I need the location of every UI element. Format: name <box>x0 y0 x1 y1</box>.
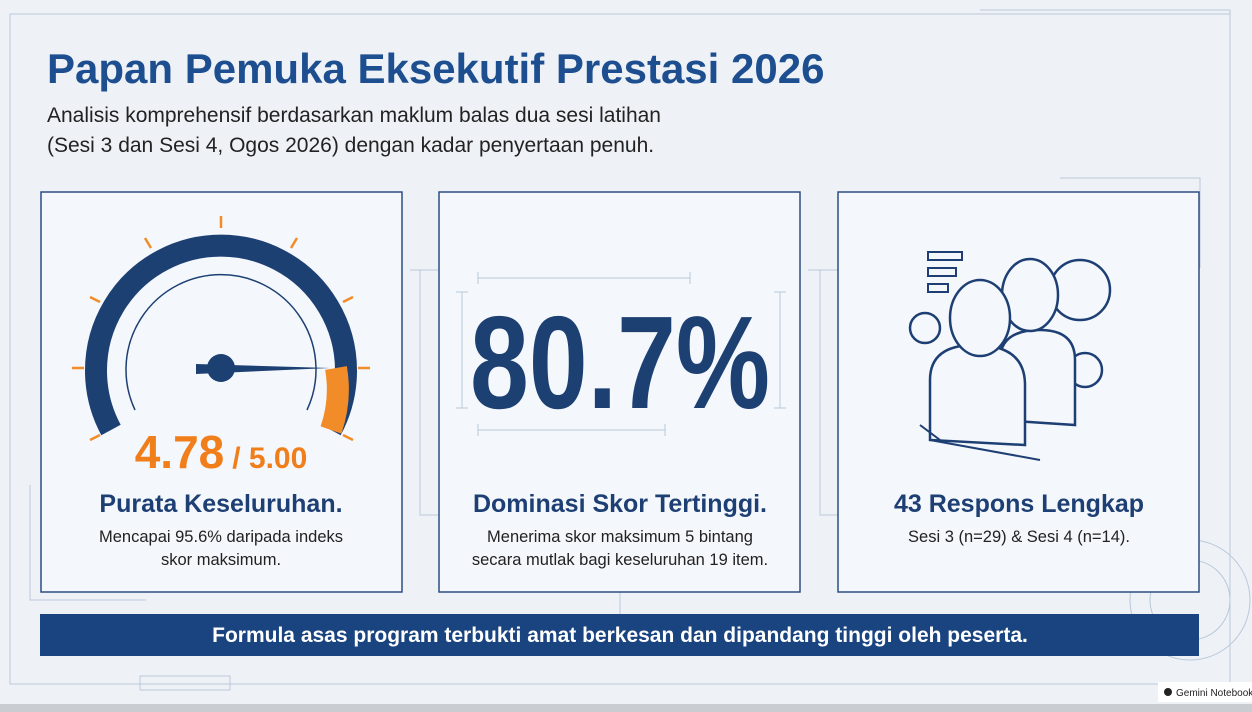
gauge <box>72 216 370 442</box>
metric-suffix: / 5.00 <box>232 442 307 475</box>
metric-value: 4.78 <box>135 426 225 478</box>
people-icon <box>908 251 1112 461</box>
dimension-lines <box>456 272 786 436</box>
blueprint-lines <box>9 9 1251 691</box>
card-heading: 43 Respons Lengkap <box>894 490 1144 518</box>
card-text: skor maksimum. <box>161 551 281 569</box>
banner-text: Formula asas program terbukti amat berke… <box>212 624 1028 647</box>
watermark-box <box>1158 682 1252 702</box>
card-heading: Dominasi Skor Tertinggi. <box>473 490 767 518</box>
watermark-icon <box>1164 688 1172 696</box>
subtitle-line: (Sesi 3 dan Sesi 4, Ogos 2026) dengan ka… <box>47 134 654 157</box>
subtitle-line: Analisis komprehensif berdasarkan maklum… <box>47 104 661 127</box>
card-text: Menerima skor maksimum 5 bintang <box>487 528 753 546</box>
card <box>438 191 801 593</box>
bottom-strip <box>0 704 1252 712</box>
card-text: Mencapai 95.6% daripada indeks <box>99 528 343 546</box>
card-text: Sesi 3 (n=29) & Sesi 4 (n=14). <box>908 528 1130 546</box>
title: Papan Pemuka Eksekutif Prestasi 2026 <box>47 45 824 92</box>
metric: 4.78/ 5.00 <box>135 426 308 478</box>
card-heading: Purata Keseluruhan. <box>99 490 342 518</box>
watermark: Gemini Notebook <box>1176 688 1252 699</box>
metric-value: 80.7% <box>470 289 770 436</box>
banner <box>40 614 1199 656</box>
card-text: secara mutlak bagi keseluruhan 19 item. <box>472 551 768 569</box>
